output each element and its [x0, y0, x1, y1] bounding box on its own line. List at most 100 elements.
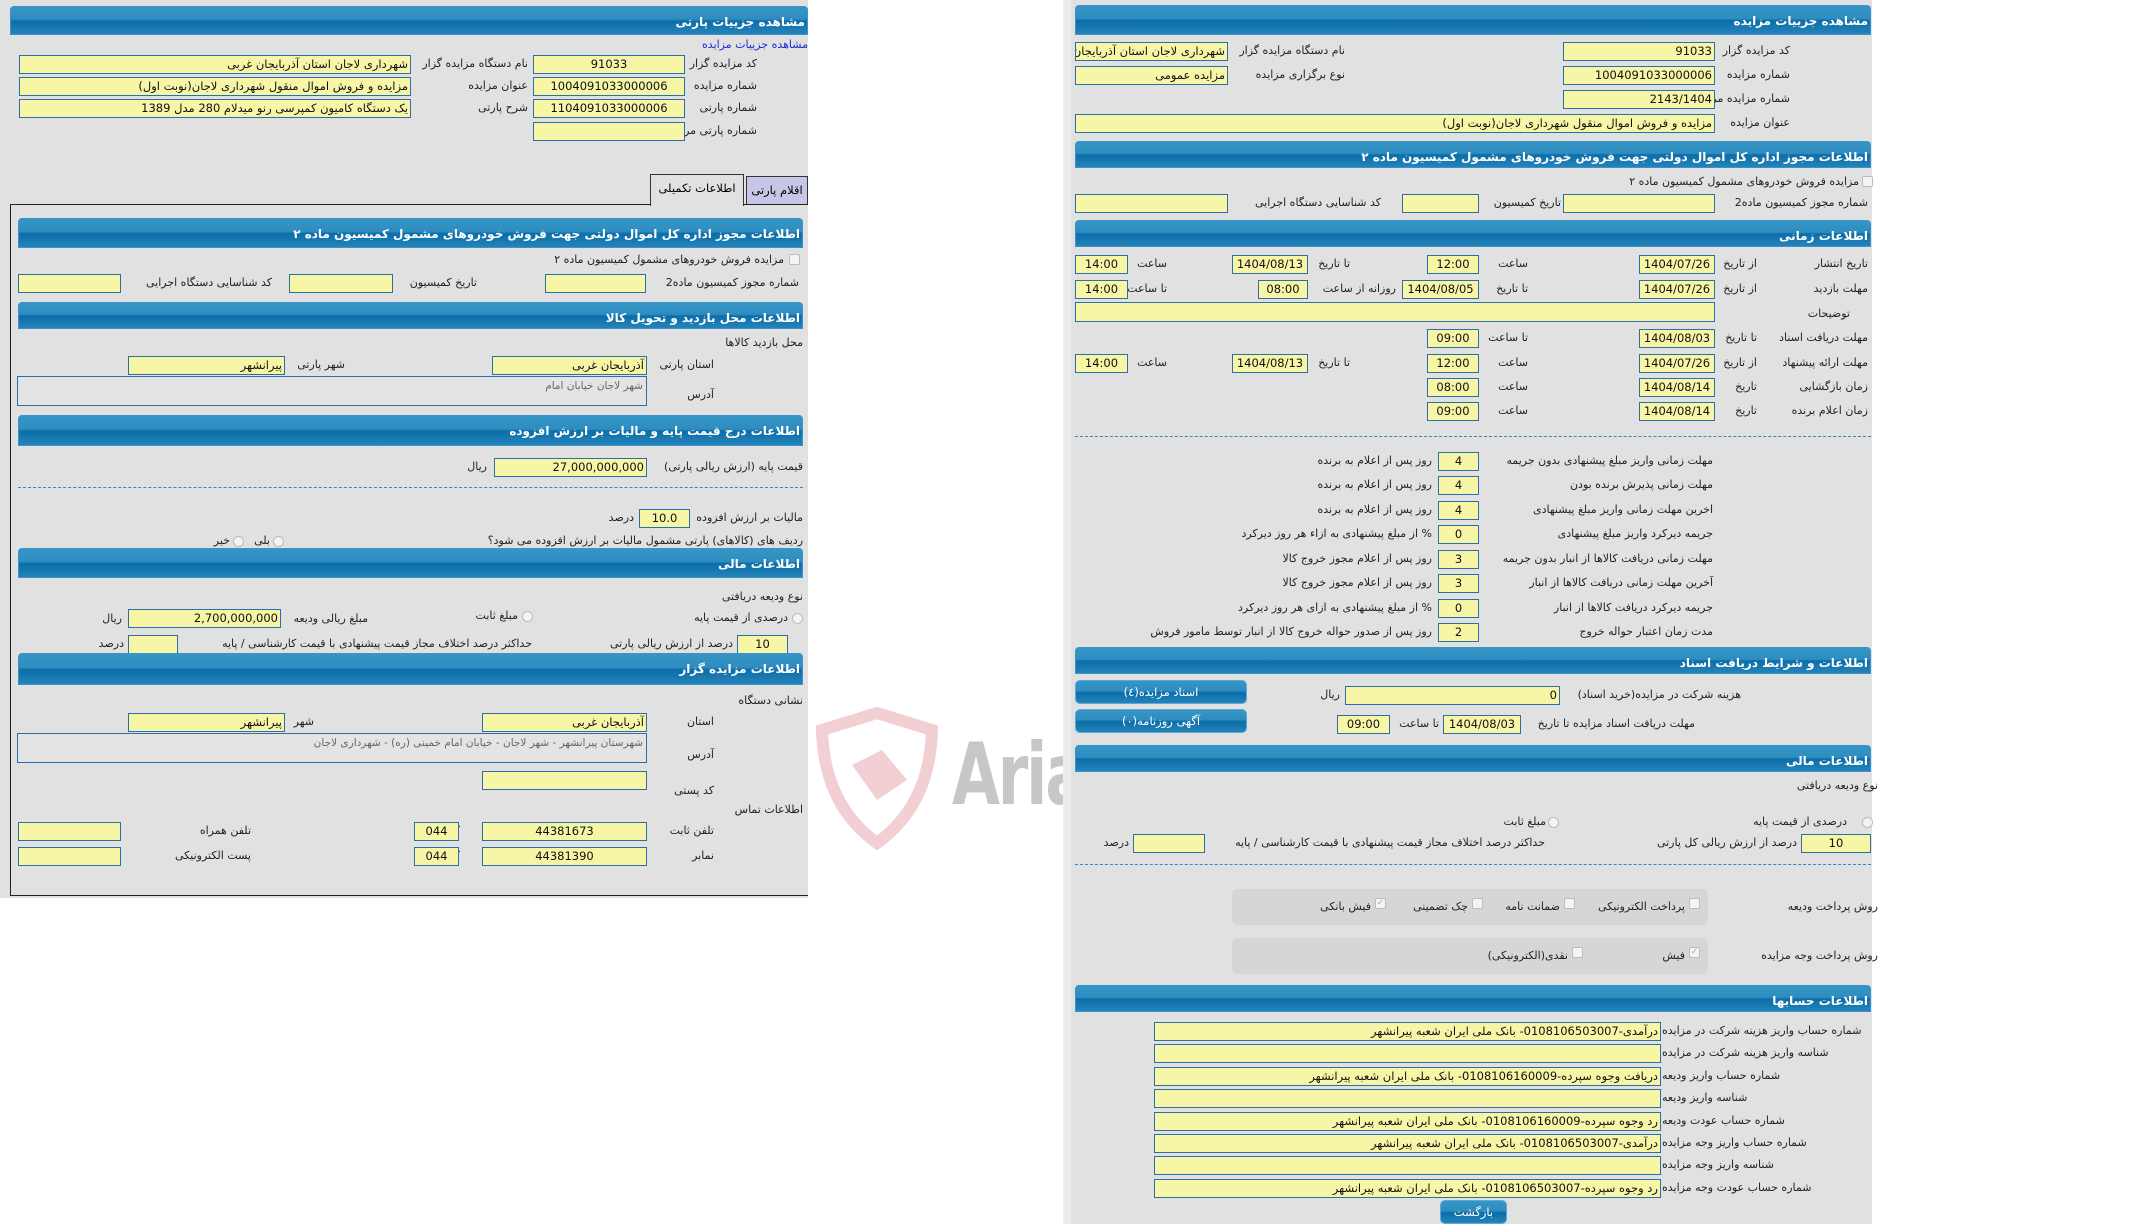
vat-yes-radio[interactable] [273, 536, 284, 547]
auction-type-field[interactable]: مزایده عمومی [1075, 66, 1228, 85]
commission-checkbox[interactable] [789, 254, 800, 265]
deadline-value[interactable]: 2 [1438, 623, 1479, 642]
base-price-field[interactable]: 27,000,000,000 [494, 458, 647, 477]
phone-field[interactable]: 44381673 [482, 822, 647, 841]
postal-code-field[interactable] [482, 771, 647, 790]
organizer-address-field[interactable]: شهرستان پیرانشهر - شهر لاجان - خیابان ام… [17, 733, 647, 763]
offer-from-time-label: ساعت [1498, 356, 1528, 369]
organizer-city-field[interactable]: پیرانشهر [128, 713, 285, 732]
party-desc-field[interactable]: یک دستگاه کامیون کمپرسی رنو میدلام 280 م… [19, 99, 411, 118]
a-fixed-amount-radio[interactable] [1548, 817, 1559, 828]
electronic-payment-label: پرداخت الکترونیکی [1598, 900, 1685, 913]
vat-field[interactable]: 10.0 [639, 509, 690, 528]
opening-time-field[interactable]: 08:00 [1427, 378, 1479, 397]
phone-code-field[interactable]: 044 [414, 822, 459, 841]
organizer-code-field[interactable]: 91033 [533, 55, 685, 74]
account-field[interactable]: رد وجوه سپرده-0108106160009- بانک ملی ای… [1154, 1112, 1661, 1131]
deadline-value[interactable]: 3 [1438, 574, 1479, 593]
publish-from-time-field[interactable]: 12:00 [1427, 255, 1479, 274]
fax-code-field[interactable]: 044 [414, 847, 459, 866]
fax-field[interactable]: 44381390 [482, 847, 647, 866]
license-no-field[interactable] [545, 274, 646, 293]
tab-extra-info[interactable]: اطلاعات تکمیلی [650, 174, 744, 206]
account-field[interactable]: درآمدی-0108106503007- بانک ملی ایران شعب… [1154, 1022, 1661, 1041]
auction-details-link[interactable]: مشاهده جزییات مزایده [702, 38, 808, 51]
deadline-value[interactable]: 3 [1438, 550, 1479, 569]
visit-to-field[interactable]: 1404/08/05 [1402, 280, 1479, 299]
visit-from-field[interactable]: 1404/07/26 [1639, 280, 1715, 299]
account-field[interactable]: رد وجوه سپرده-0108106503007- بانک ملی ای… [1154, 1179, 1661, 1198]
docs-to-field[interactable]: 1404/08/03 [1639, 329, 1715, 348]
offer-to-time-field[interactable]: 14:00 [1075, 354, 1128, 373]
a-deposit-percent-field[interactable]: 10 [1801, 834, 1871, 853]
account-field[interactable] [1154, 1089, 1661, 1108]
account-field[interactable] [1154, 1156, 1661, 1175]
docs-deadline-date-field[interactable]: 1404/08/03 [1443, 715, 1521, 734]
a-license-no-field[interactable] [1563, 194, 1715, 213]
percent-of-base-radio[interactable] [792, 613, 803, 624]
cash-electronic-checkbox[interactable] [1572, 947, 1583, 958]
auction-number-field[interactable]: 1004091033000006 [533, 77, 685, 96]
party-number-field[interactable]: 1104091033000006 [533, 99, 685, 118]
back-button[interactable]: بازگشت [1440, 1200, 1507, 1224]
auction-title-field[interactable]: مزایده و فروش اموال منقول شهرداری لاجان(… [19, 77, 411, 96]
account-field[interactable]: دریافت وجوه سپرده-0108106160009- بانک مل… [1154, 1067, 1661, 1086]
visit-daily-from-field[interactable]: 08:00 [1258, 280, 1308, 299]
organizer-name-field[interactable]: شهرداری لاجان استان آذربایجان غربی [19, 55, 411, 74]
visit-daily-to-field[interactable]: 14:00 [1075, 280, 1128, 299]
commission-date-field[interactable] [289, 274, 393, 293]
winner-date-field[interactable]: 1404/08/14 [1639, 402, 1715, 421]
a-organizer-name-field[interactable]: شهرداری لاجان استان آذربایجان غربی [1075, 42, 1228, 61]
fixed-amount-radio[interactable] [522, 611, 533, 622]
organizer-province-field[interactable]: آذربایجان غربی [482, 713, 647, 732]
email-field[interactable] [18, 847, 121, 866]
vat-no-radio[interactable] [233, 536, 244, 547]
account-field[interactable]: درآمدی-0108106503007- بانک ملی ایران شعب… [1154, 1134, 1661, 1153]
deadline-value[interactable]: 4 [1438, 501, 1479, 520]
offer-from-field[interactable]: 1404/07/26 [1639, 354, 1715, 373]
winner-time-field[interactable]: 09:00 [1427, 402, 1479, 421]
a-exec-id-field[interactable] [1075, 194, 1228, 213]
publish-from-field[interactable]: 1404/07/26 [1639, 255, 1715, 274]
a-commission-date-field[interactable] [1402, 194, 1479, 213]
publish-to-field[interactable]: 1404/08/13 [1232, 255, 1308, 274]
auction-documents-button[interactable]: اسناد مزایده(٤) [1075, 680, 1247, 704]
exec-id-field[interactable] [18, 274, 121, 293]
a-percent-of-base-radio[interactable] [1862, 817, 1873, 828]
visit-city-field[interactable]: پیرانشهر [128, 356, 285, 375]
deposit-amount-field[interactable]: 2,700,000,000 [128, 609, 281, 628]
bank-receipt-checkbox[interactable]: ✓ [1375, 898, 1386, 909]
max-diff-field[interactable] [128, 635, 178, 654]
account-field[interactable] [1154, 1044, 1661, 1063]
a-auction-number-field[interactable]: 1004091033000006 [1563, 66, 1715, 85]
guarantee-checkbox[interactable] [1564, 898, 1575, 909]
a-auction-title-field[interactable]: مزایده و فروش اموال منقول شهرداری لاجان(… [1075, 114, 1715, 133]
fee-field[interactable]: 0 [1345, 686, 1560, 705]
opening-date-field[interactable]: 1404/08/14 [1639, 378, 1715, 397]
visit-address-field[interactable]: شهر لاجان خیابان امام [17, 376, 647, 406]
ref-number-field[interactable]: 2143/1404 [1563, 90, 1715, 109]
offer-from-time-field[interactable]: 12:00 [1427, 354, 1479, 373]
publish-to-time-field[interactable]: 14:00 [1075, 255, 1128, 274]
offer-to-field[interactable]: 1404/08/13 [1232, 354, 1308, 373]
a-commission-checkbox[interactable] [1862, 176, 1873, 187]
deadline-value[interactable]: 4 [1438, 452, 1479, 471]
party-ref-field[interactable] [533, 122, 685, 141]
a-max-diff-field[interactable] [1133, 834, 1205, 853]
a-organizer-code-field[interactable]: 91033 [1563, 42, 1715, 61]
newspaper-ads-button[interactable]: آگهی روزنامه(٠) [1075, 709, 1247, 733]
deadline-value[interactable]: 0 [1438, 525, 1479, 544]
deposit-percent-field[interactable]: 10 [737, 635, 788, 654]
visit-province-field[interactable]: آذربایجان غربی [492, 356, 647, 375]
cheque-checkbox[interactable] [1472, 898, 1483, 909]
electronic-payment-checkbox[interactable] [1689, 898, 1700, 909]
docs-deadline-time-field[interactable]: 09:00 [1337, 715, 1390, 734]
notes-field[interactable] [1075, 302, 1715, 322]
docs-to-time-field[interactable]: 09:00 [1427, 329, 1479, 348]
bank-receipt-label: فیش بانکی [1320, 900, 1371, 913]
receipt-checkbox[interactable]: ✓ [1689, 947, 1700, 958]
deadline-value[interactable]: 4 [1438, 476, 1479, 495]
mobile-field[interactable] [18, 822, 121, 841]
deadline-value[interactable]: 0 [1438, 599, 1479, 618]
tab-party-items[interactable]: اقلام پارتی [746, 176, 808, 205]
